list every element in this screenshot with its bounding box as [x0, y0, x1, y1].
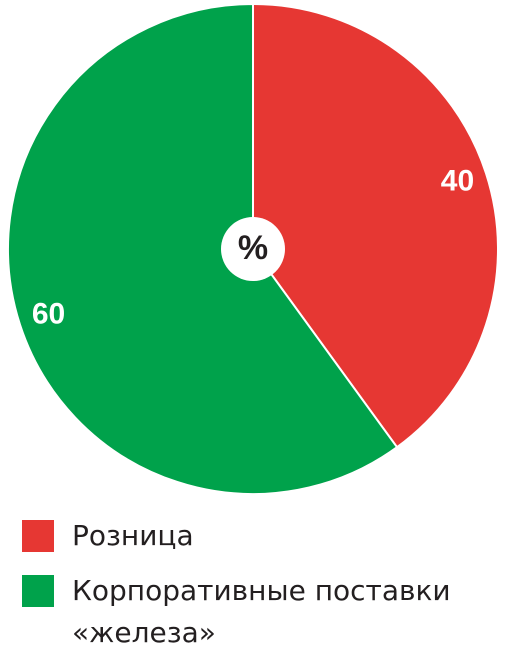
pie-slice	[252, 2, 499, 449]
center-label: %	[238, 229, 268, 267]
legend-item: Розница	[22, 519, 492, 557]
data-label: 40	[441, 164, 474, 197]
legend-swatch	[22, 575, 54, 607]
legend-swatch	[22, 520, 54, 552]
data-label: 60	[32, 297, 65, 330]
chart: 40 60%	[7, 2, 499, 495]
legend-label: Корпоративные поставки «железа»	[72, 574, 451, 649]
pie-slice	[7, 2, 399, 495]
legend-label: Розница	[72, 519, 194, 552]
legend-item: Корпоративные поставки «железа»	[22, 574, 492, 650]
center-circle	[221, 217, 285, 281]
